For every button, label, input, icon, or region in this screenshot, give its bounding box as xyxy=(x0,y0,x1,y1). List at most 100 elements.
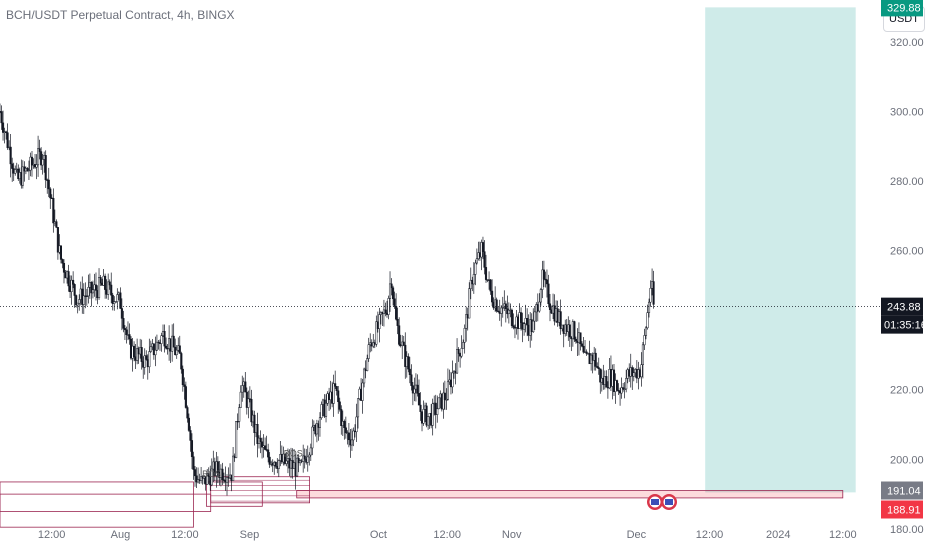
candle-body-210 xyxy=(318,417,321,428)
candle-body-146 xyxy=(221,468,224,481)
candle-body-52 xyxy=(78,299,81,304)
candle-body-231 xyxy=(350,439,353,446)
candle-body-242 xyxy=(367,344,370,359)
y-tick-label-1: 300.00 xyxy=(890,106,924,118)
candle-body-93 xyxy=(140,347,143,362)
candle-body-346 xyxy=(526,318,529,326)
candle-body-308 xyxy=(468,288,471,319)
candle-body-35 xyxy=(52,197,55,224)
candle-body-344 xyxy=(523,323,526,330)
candle-body-305 xyxy=(463,328,466,343)
candle-body-90 xyxy=(136,348,139,361)
candle-body-82 xyxy=(123,328,126,331)
candle-body-326 xyxy=(495,299,498,312)
candle-body-280 xyxy=(425,405,428,426)
candle-body-351 xyxy=(533,311,536,322)
candle-body-32 xyxy=(47,179,50,190)
candle-body-10 xyxy=(14,169,17,174)
candle-body-385 xyxy=(585,351,588,354)
candle-body-172 xyxy=(260,441,264,448)
candle-body-393 xyxy=(597,367,600,369)
candle-body-204 xyxy=(309,447,312,456)
candle-body-318 xyxy=(483,251,486,268)
candle-body-281 xyxy=(427,416,430,426)
candle-body-58 xyxy=(87,287,90,297)
candle-body-357 xyxy=(542,269,545,280)
candle-body-292 xyxy=(443,392,446,400)
candle-body-106 xyxy=(160,335,163,344)
exchange-logo-icon xyxy=(647,494,677,510)
candle-body-143 xyxy=(216,461,219,473)
price-tag-bg-0 xyxy=(881,0,923,17)
candle-body-368 xyxy=(559,311,562,329)
candle-body-383 xyxy=(582,345,585,353)
candle-body-102 xyxy=(154,349,157,356)
price-tag-2: 191.04 xyxy=(887,486,921,498)
candle-body-101 xyxy=(152,343,155,356)
candle-body-171 xyxy=(259,437,262,443)
candle-body-429 xyxy=(652,281,655,305)
candle-body-382 xyxy=(580,343,584,347)
candle-body-334 xyxy=(507,309,510,315)
candle-body-71 xyxy=(107,281,110,295)
candle-body-208 xyxy=(315,423,318,435)
candle-body-158 xyxy=(239,391,242,408)
candle-body-163 xyxy=(247,398,250,408)
candle-body-51 xyxy=(76,302,79,306)
candle-body-15 xyxy=(21,166,24,186)
candle-body-72 xyxy=(108,281,111,286)
candle-body-342 xyxy=(520,312,523,323)
candle-body-76 xyxy=(114,301,117,303)
candle-body-159 xyxy=(241,385,244,393)
candle-body-129 xyxy=(195,475,198,483)
candle-body-122 xyxy=(184,386,187,408)
demand-box-2 xyxy=(205,481,263,507)
candle-body-45 xyxy=(67,271,70,287)
y-tick-label-3: 260.00 xyxy=(890,246,924,258)
candle-body-278 xyxy=(422,409,425,424)
candle-body-297 xyxy=(451,372,454,388)
candle-body-77 xyxy=(116,294,119,302)
candle-body-123 xyxy=(186,407,189,419)
candle-body-416 xyxy=(632,372,635,377)
candle-body-266 xyxy=(404,344,407,367)
candle-body-214 xyxy=(324,402,328,417)
candle-body-300 xyxy=(456,349,459,374)
chart-title: BCH/USDT Perpetual Contract, 4h, BINGX xyxy=(6,8,235,22)
candle-body-422 xyxy=(641,344,644,365)
candle-body-174 xyxy=(264,445,267,450)
candle-body-42 xyxy=(62,262,66,273)
candle-body-99 xyxy=(149,346,152,352)
candle-body-415 xyxy=(631,367,634,377)
target-zone xyxy=(705,7,856,493)
candle-body-374 xyxy=(568,324,571,338)
candle-body-232 xyxy=(352,430,355,441)
bos-label-0: BOS xyxy=(202,469,221,479)
candle-body-284 xyxy=(431,403,434,426)
candle-body-109 xyxy=(165,345,168,349)
candle-body-424 xyxy=(644,327,648,336)
candle-body-80 xyxy=(120,308,123,319)
candle-body-311 xyxy=(472,274,475,285)
candle-body-336 xyxy=(510,309,513,326)
candle-body-262 xyxy=(398,325,401,345)
candle-body-188 xyxy=(285,460,288,464)
candle-body-303 xyxy=(460,348,463,357)
candle-body-157 xyxy=(238,407,241,422)
candle-body-405 xyxy=(615,380,619,391)
candle-body-5 xyxy=(6,132,9,148)
x-tick-label-10: 12:00 xyxy=(829,529,857,541)
candle-body-234 xyxy=(355,416,358,433)
candle-body-398 xyxy=(605,376,608,388)
candle-body-49 xyxy=(73,284,76,296)
candle-body-85 xyxy=(128,334,131,340)
candle-body-25 xyxy=(37,148,40,166)
candle-body-114 xyxy=(172,335,175,348)
candle-body-256 xyxy=(388,283,392,299)
candle-body-88 xyxy=(133,345,136,358)
candle-body-38 xyxy=(56,227,59,253)
candle-body-169 xyxy=(256,424,259,444)
candle-body-329 xyxy=(500,307,503,314)
candle-body-265 xyxy=(402,341,405,346)
